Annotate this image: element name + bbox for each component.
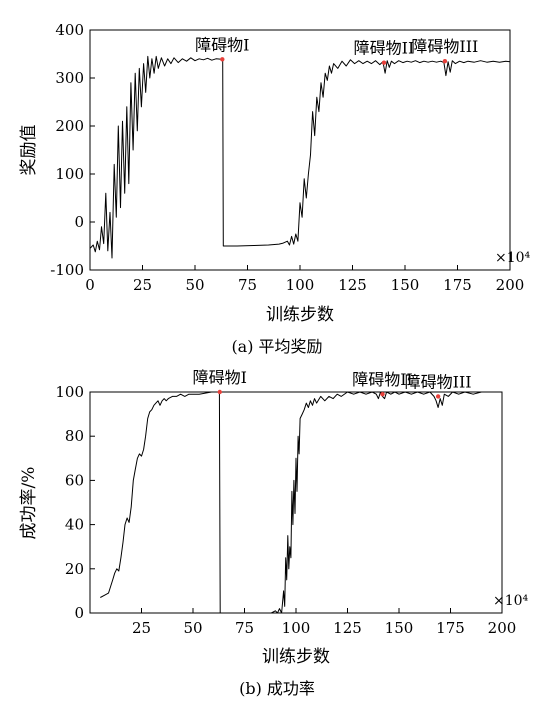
y-tick-label: 80 <box>65 427 84 445</box>
y-tick-label: -100 <box>50 261 84 279</box>
y-tick-label: 40 <box>65 516 84 534</box>
y-tick-label: 60 <box>65 471 84 489</box>
obstacle-marker <box>442 59 448 64</box>
x-tick-label: 125 <box>333 619 362 637</box>
obstacle-label: 障碍物III <box>411 37 478 56</box>
y-tick-label: 300 <box>55 69 84 87</box>
x-multiplier: ×10⁴ <box>493 593 529 609</box>
obstacle-label: 障碍物III <box>405 372 472 391</box>
y-tick-label: 400 <box>55 21 84 39</box>
y-tick-label: 200 <box>55 117 84 135</box>
x-tick-label: 150 <box>391 276 420 294</box>
x-tick-label: 50 <box>185 276 204 294</box>
obstacle-label: 障碍物II <box>352 370 413 389</box>
x-axis-label: 训练步数 <box>262 647 330 667</box>
chart-caption: (a) 平均奖励 <box>231 337 322 356</box>
obstacle-label: 障碍物II <box>354 39 415 58</box>
x-tick-label: 175 <box>443 276 472 294</box>
x-tick-label: 75 <box>238 276 257 294</box>
x-axis-label: 训练步数 <box>266 305 334 325</box>
plot-frame <box>89 391 503 614</box>
chart-caption: (b) 成功率 <box>239 679 315 698</box>
obstacle-marker <box>217 389 222 395</box>
x-tick-label: 150 <box>385 619 414 637</box>
y-tick-label: 0 <box>74 604 84 622</box>
x-multiplier: ×10⁴ <box>495 250 531 266</box>
x-tick-label: 125 <box>338 276 367 294</box>
y-tick-label: 20 <box>65 560 84 578</box>
x-tick-label: 200 <box>496 276 525 294</box>
x-tick-label: 200 <box>488 619 517 637</box>
x-tick-label: 25 <box>132 619 151 637</box>
y-tick-label: 100 <box>55 165 84 183</box>
reward-chart: 0 25 50 75 100 125 150 175 200-1000100200300400障… <box>19 21 531 356</box>
x-tick-label: 75 <box>235 619 254 637</box>
x-tick-label: 25 <box>133 276 152 294</box>
success-rate-chart: 25 50 75 100 125 150 175 200 0 20 40 60 80 100 障碍物I 障碍物… <box>19 368 529 698</box>
obstacle-marker <box>381 60 387 65</box>
x-tick-label: 175 <box>436 619 465 637</box>
x-tick-label: 50 <box>183 619 202 637</box>
obstacle-marker <box>435 394 441 399</box>
obstacle-label: 障碍物I <box>195 35 249 54</box>
x-tick-label: 100 <box>286 276 315 294</box>
obstacle-marker <box>220 57 225 62</box>
series-line <box>100 391 502 614</box>
series-line <box>89 55 511 259</box>
y-axis-label: 成功率/% <box>19 467 39 540</box>
x-tick-label: 0 <box>85 276 95 294</box>
obstacle-marker <box>380 392 385 397</box>
x-tick-label: 100 <box>282 619 311 637</box>
y-axis-label: 奖励值 <box>19 125 39 176</box>
y-tick-label: 100 <box>55 383 84 401</box>
y-tick-label: 0 <box>74 213 84 231</box>
obstacle-label: 障碍物I <box>193 368 247 387</box>
